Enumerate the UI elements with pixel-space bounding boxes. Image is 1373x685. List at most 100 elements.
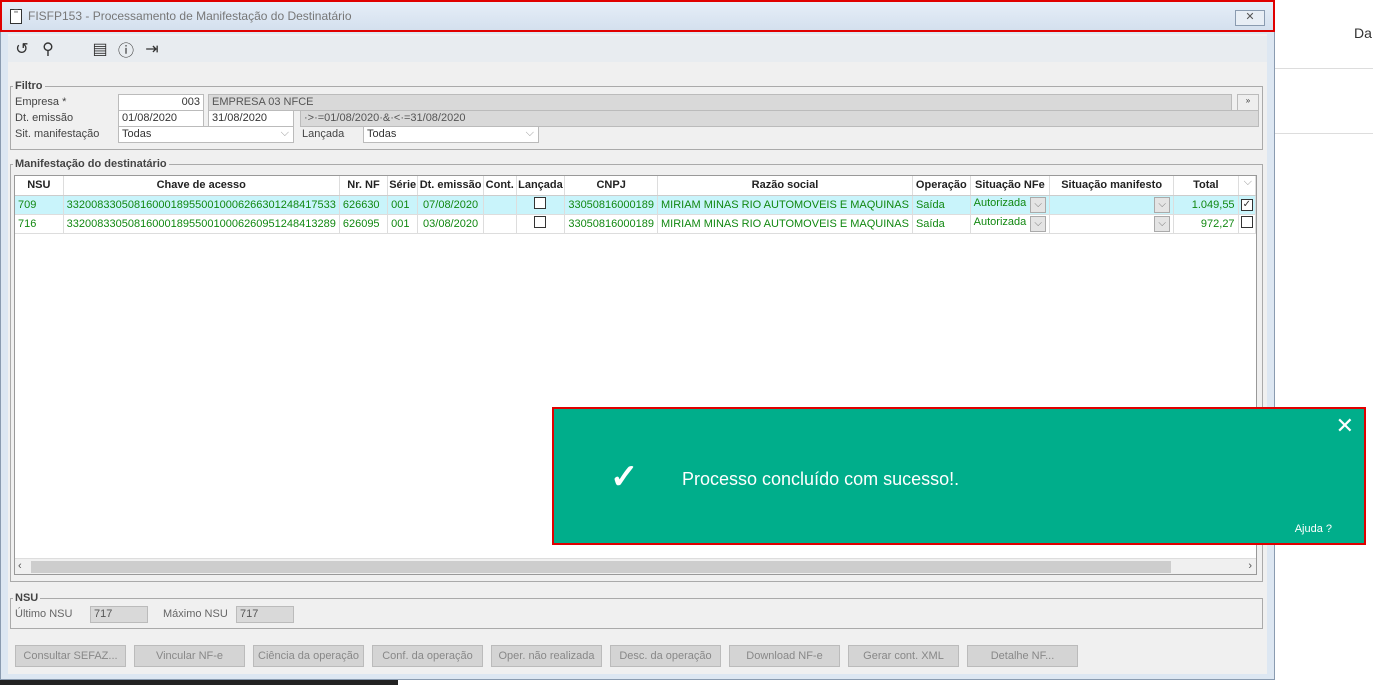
toast-help-link[interactable]: Ajuda ? <box>1294 523 1332 535</box>
dt-expression-field: ·>·=01/08/2020·&·<·=31/08/2020 <box>300 110 1259 127</box>
scroll-right-icon[interactable]: › <box>1248 560 1252 572</box>
lancada-checkbox[interactable] <box>534 216 547 228</box>
column-header[interactable]: Razão social <box>657 176 913 196</box>
action-button[interactable]: Vincular NF-e <box>134 645 245 667</box>
close-button[interactable]: ✕ <box>1235 10 1265 26</box>
sit-manifestacao-select[interactable]: Todas <box>118 126 294 143</box>
cell-razao-social: MIRIAM MINAS RIO AUTOMOVEIS E MAQUINAS <box>657 195 913 215</box>
column-header[interactable]: Chave de acesso <box>63 176 340 196</box>
chevron-down-icon[interactable]: ⌵ <box>1030 215 1047 232</box>
chevron-down-icon[interactable]: ⌵ <box>1030 196 1047 213</box>
select-checkbox[interactable] <box>1240 216 1253 228</box>
cell-select <box>1238 214 1257 234</box>
column-header[interactable]: Cont. <box>483 176 517 196</box>
dt-from-input[interactable]: 01/08/2020 <box>118 110 204 127</box>
action-button[interactable]: Oper. não realizada <box>491 645 602 667</box>
cell-situacao-nfe[interactable]: Autorizada ⌵ <box>970 214 1051 234</box>
divider <box>1275 68 1373 69</box>
cell-lancada <box>516 214 566 234</box>
cell-cnpj: 33050816000189 <box>564 195 658 215</box>
refresh-icon[interactable]: ↺ <box>15 41 29 58</box>
divider <box>1275 133 1373 134</box>
cell-total: 972,27 <box>1173 214 1239 234</box>
column-header[interactable]: Lançada <box>516 176 566 196</box>
calendar-icon[interactable]: ▤ <box>92 41 108 58</box>
ultimo-nsu-label: Último NSU <box>15 608 73 620</box>
cell-cont <box>483 214 517 234</box>
column-header[interactable]: NSU <box>15 176 64 196</box>
chevron-down-icon[interactable]: ⌵ <box>1154 215 1171 232</box>
situacao-nfe-value: Autorizada <box>973 196 1027 209</box>
nsu-group: NSU <box>10 592 1263 629</box>
cell-dt-emissao: 03/08/2020 <box>417 214 484 234</box>
cell-select: ✓ <box>1238 195 1257 215</box>
cell-operacao: Saída <box>912 195 971 215</box>
nsu-legend: NSU <box>15 592 39 604</box>
dt-label: Dt. emissão <box>15 112 74 124</box>
dt-to-input[interactable]: 31/08/2020 <box>208 110 294 127</box>
action-button[interactable]: Gerar cont. XML <box>848 645 959 667</box>
taskbar <box>0 680 398 685</box>
column-header[interactable]: Total <box>1173 176 1239 196</box>
cell-serie: 001 <box>387 214 419 234</box>
cell-operacao: Saída <box>912 214 971 234</box>
manifestacao-group: Manifestação do destinatário <box>10 158 1263 582</box>
scroll-left-icon[interactable]: ‹ <box>18 560 22 572</box>
help-icon[interactable]: ⓘ <box>117 43 134 60</box>
cell-chave: 3320083305081600018955001000626095124841… <box>63 214 340 234</box>
column-header[interactable]: Situação NFe <box>970 176 1051 196</box>
cell-nsu: 716 <box>15 214 64 234</box>
lancada-label: Lançada <box>302 128 345 140</box>
horizontal-scrollbar[interactable]: ‹ › <box>15 558 1256 574</box>
action-button[interactable]: Detalhe NF... <box>967 645 1078 667</box>
cell-lancada <box>516 195 566 215</box>
lancada-select[interactable]: Todas <box>363 126 539 143</box>
title-bar: ≡ FISFP153 - Processamento de Manifestaç… <box>0 0 1275 32</box>
cell-situacao-manifesto[interactable]: ⌵ <box>1049 195 1175 215</box>
filter-legend: Filtro <box>15 80 43 92</box>
cell-cont <box>483 195 517 215</box>
cell-nsu: 709 <box>15 195 64 215</box>
checkmark-icon: ✓ <box>610 458 639 496</box>
select-checkbox[interactable]: ✓ <box>1240 199 1253 211</box>
window-title: FISFP153 - Processamento de Manifestação… <box>28 9 352 23</box>
background-text: Da <box>1354 25 1372 41</box>
column-header[interactable]: Operação <box>912 176 971 196</box>
scrollbar-thumb[interactable] <box>31 561 1171 573</box>
column-header[interactable]: Série <box>387 176 419 196</box>
toast-close-icon[interactable]: ✕ <box>1335 413 1354 438</box>
column-header[interactable]: Nr. NF <box>339 176 389 196</box>
chevron-down-icon[interactable]: ⌵ <box>1154 196 1171 213</box>
toolbar: ↺ ⚲ ▤ ⓘ ⇥ <box>8 36 1267 62</box>
cell-serie: 001 <box>387 195 419 215</box>
column-header[interactable]: Situação manifesto <box>1049 176 1175 196</box>
action-button[interactable]: Download NF-e <box>729 645 840 667</box>
cell-situacao-manifesto[interactable]: ⌵ <box>1049 214 1175 234</box>
situacao-nfe-value: Autorizada <box>973 215 1027 228</box>
cell-dt-emissao: 07/08/2020 <box>417 195 484 215</box>
column-header[interactable]: CNPJ <box>564 176 658 196</box>
cell-razao-social: MIRIAM MINAS RIO AUTOMOVEIS E MAQUINAS <box>657 214 913 234</box>
action-button[interactable]: Conf. da operação <box>372 645 483 667</box>
cell-nr-nf: 626630 <box>339 195 389 215</box>
action-button[interactable]: Ciência da operação <box>253 645 364 667</box>
table-row[interactable]: 709 3320083305081600018955001000626630124… <box>15 195 1257 215</box>
cell-situacao-nfe[interactable]: Autorizada ⌵ <box>970 195 1051 215</box>
cell-cnpj: 33050816000189 <box>564 214 658 234</box>
lookup-button[interactable]: » <box>1237 94 1259 111</box>
lancada-checkbox[interactable] <box>534 197 547 209</box>
action-button[interactable]: Consultar SEFAZ... <box>15 645 126 667</box>
cell-chave: 3320083305081600018955001000626630124841… <box>63 195 340 215</box>
action-button[interactable]: Desc. da operação <box>610 645 721 667</box>
empresa-code-input[interactable]: 003 <box>118 94 204 111</box>
exit-icon[interactable]: ⇥ <box>145 41 159 58</box>
grid-table: NSU Chave de acesso Nr. NF Série Dt. emissão… <box>15 176 1257 234</box>
document-icon: ≡ <box>10 7 22 24</box>
manifestacao-legend: Manifestação do destinatário <box>15 158 167 170</box>
column-header[interactable]: Dt. emissão <box>417 176 484 196</box>
table-row[interactable]: 716 3320083305081600018955001000626095124… <box>15 214 1257 234</box>
toast-message: Processo concluído com sucesso!. <box>682 469 960 489</box>
search-icon[interactable]: ⚲ <box>42 41 54 58</box>
sit-label: Sit. manifestação <box>15 128 100 140</box>
empresa-label: Empresa * <box>15 96 67 108</box>
